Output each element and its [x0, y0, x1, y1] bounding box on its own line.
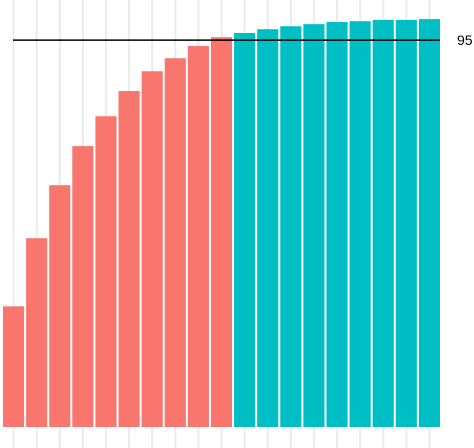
- bar: [72, 146, 94, 427]
- reference-label: 95: [457, 32, 473, 48]
- bar: [257, 29, 279, 427]
- bar: [3, 306, 25, 427]
- bar: [187, 46, 209, 428]
- bar: [49, 185, 71, 427]
- bar: [141, 71, 163, 427]
- bar: [118, 91, 140, 427]
- bar: [26, 238, 48, 427]
- bar: [280, 26, 302, 427]
- bar: [234, 32, 256, 427]
- bar: [395, 19, 417, 427]
- bar: [349, 21, 371, 427]
- bar: [210, 37, 233, 427]
- bar: [418, 19, 440, 427]
- bar: [164, 58, 186, 427]
- bar: [326, 22, 348, 428]
- bar: [372, 19, 394, 427]
- bar: [303, 24, 325, 428]
- bar: [95, 116, 117, 427]
